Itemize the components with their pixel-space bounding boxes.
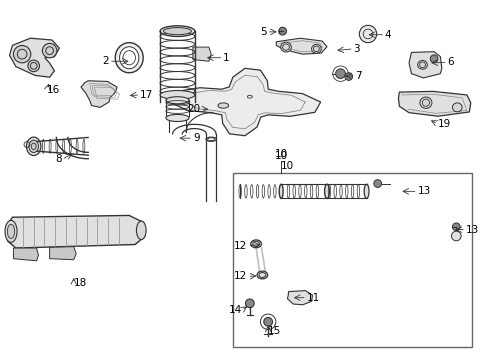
Text: 17: 17 <box>140 90 153 100</box>
Circle shape <box>279 27 287 35</box>
Ellipse shape <box>164 28 192 35</box>
Polygon shape <box>81 81 117 107</box>
Text: 14: 14 <box>228 305 242 315</box>
Polygon shape <box>409 52 442 78</box>
Polygon shape <box>10 38 59 77</box>
Text: 13: 13 <box>417 186 431 196</box>
Text: 12: 12 <box>234 271 247 282</box>
Text: 20: 20 <box>188 104 200 114</box>
Text: 4: 4 <box>385 30 392 40</box>
Polygon shape <box>170 68 320 136</box>
Text: 11: 11 <box>307 293 320 303</box>
Bar <box>233 173 472 347</box>
Circle shape <box>451 231 461 241</box>
Ellipse shape <box>160 90 195 99</box>
Ellipse shape <box>417 60 427 69</box>
Circle shape <box>452 223 460 231</box>
Text: 1: 1 <box>223 53 230 63</box>
Text: 6: 6 <box>448 57 454 67</box>
Ellipse shape <box>160 26 195 36</box>
Text: 18: 18 <box>74 279 87 288</box>
Circle shape <box>359 25 377 42</box>
Circle shape <box>336 69 345 78</box>
Ellipse shape <box>452 103 462 112</box>
Text: 16: 16 <box>47 85 60 95</box>
Circle shape <box>28 60 40 72</box>
Text: 10: 10 <box>274 149 288 159</box>
Text: 15: 15 <box>268 326 281 336</box>
Text: 9: 9 <box>193 133 199 143</box>
Text: 13: 13 <box>466 225 479 235</box>
Ellipse shape <box>136 221 146 239</box>
Polygon shape <box>398 91 471 116</box>
Ellipse shape <box>29 140 39 153</box>
Text: 10: 10 <box>274 150 288 161</box>
Ellipse shape <box>279 184 283 198</box>
Polygon shape <box>193 47 211 61</box>
Ellipse shape <box>251 240 261 248</box>
Text: 2: 2 <box>102 56 109 66</box>
Ellipse shape <box>7 224 15 238</box>
Ellipse shape <box>26 137 41 156</box>
Text: 10: 10 <box>281 161 294 171</box>
Circle shape <box>374 180 382 188</box>
Circle shape <box>264 318 272 326</box>
Circle shape <box>430 55 438 63</box>
Text: 8: 8 <box>55 154 62 165</box>
Ellipse shape <box>312 44 321 53</box>
Ellipse shape <box>281 42 292 52</box>
Ellipse shape <box>120 47 139 69</box>
Polygon shape <box>288 291 313 305</box>
Text: 12: 12 <box>234 240 247 251</box>
Ellipse shape <box>5 220 17 242</box>
Polygon shape <box>6 215 145 248</box>
Polygon shape <box>49 247 76 260</box>
Ellipse shape <box>166 97 189 104</box>
Polygon shape <box>13 248 39 261</box>
Circle shape <box>245 299 254 308</box>
Text: 7: 7 <box>355 71 362 81</box>
Circle shape <box>345 73 353 80</box>
Ellipse shape <box>115 42 143 73</box>
Polygon shape <box>276 38 327 54</box>
Ellipse shape <box>420 97 432 108</box>
Ellipse shape <box>324 184 329 198</box>
Circle shape <box>13 45 31 63</box>
Text: 5: 5 <box>260 27 267 37</box>
Circle shape <box>42 44 57 58</box>
Ellipse shape <box>166 114 189 122</box>
Ellipse shape <box>364 184 369 198</box>
Ellipse shape <box>257 271 268 279</box>
Text: 3: 3 <box>354 44 360 54</box>
Ellipse shape <box>218 103 229 108</box>
Text: 19: 19 <box>438 119 451 129</box>
